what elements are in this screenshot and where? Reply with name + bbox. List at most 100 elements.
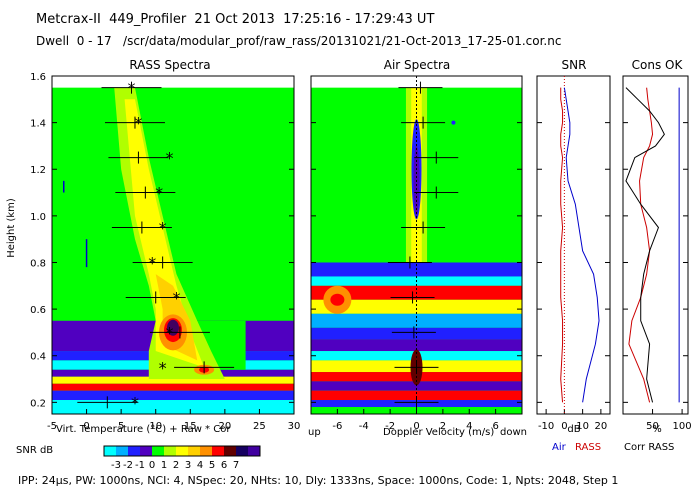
air-side-core bbox=[330, 293, 345, 306]
rass-cor-marker: * bbox=[159, 219, 167, 238]
colorbar-tick-label: 6 bbox=[221, 460, 227, 471]
colorbar-swatch bbox=[152, 446, 164, 456]
rass-x-tick-label: 0 bbox=[83, 421, 89, 432]
legend-air: Air bbox=[552, 442, 567, 453]
rass-frame bbox=[51, 75, 295, 415]
rass-cor-marker: * bbox=[131, 393, 139, 412]
colorbar-tick-label: 0 bbox=[149, 460, 155, 471]
rass-heat-band bbox=[52, 400, 294, 414]
rass-cor-marker: * bbox=[128, 79, 136, 98]
air-heat-band bbox=[311, 381, 522, 391]
rass-cor-marker: * bbox=[148, 253, 156, 272]
y-tick-label: 1.6 bbox=[30, 72, 46, 83]
file-path-line: Dwell 0 - 17 /scr/data/modular_prof/raw_… bbox=[36, 34, 562, 48]
colorbar-frame bbox=[103, 445, 261, 457]
snr-panel-title: SNR bbox=[562, 58, 587, 72]
air-heat-band bbox=[311, 390, 522, 401]
colorbar-swatch bbox=[212, 446, 224, 456]
rass-x-tick-label: 25 bbox=[253, 421, 266, 432]
colorbar-tick-label: 5 bbox=[209, 460, 215, 471]
rass-heat-band bbox=[52, 390, 294, 401]
rass-cor-marker: * bbox=[172, 288, 180, 307]
y-tick-label: 0.2 bbox=[30, 398, 46, 409]
air-x-tick-label: 0 bbox=[413, 421, 419, 432]
footer-parameters: IPP: 24μs, PW: 1000ns, NCI: 4, NSpec: 20… bbox=[18, 474, 619, 487]
colorbar-swatch bbox=[104, 446, 116, 456]
rass-core bbox=[167, 319, 179, 336]
down-label: down bbox=[500, 427, 527, 438]
y-tick-label: 1.0 bbox=[30, 212, 46, 223]
rass-x-tick-label: 20 bbox=[218, 421, 231, 432]
colorbar-swatch bbox=[200, 446, 212, 456]
colorbar-swatch bbox=[224, 446, 236, 456]
colorbar-swatch bbox=[188, 446, 200, 456]
up-label: up bbox=[308, 427, 321, 438]
snr-frame bbox=[536, 75, 611, 415]
legend-corr-rass: Corr RASS bbox=[624, 442, 674, 453]
air-x-tick-label: -4 bbox=[359, 421, 369, 432]
snr-x-tick-label: 20 bbox=[595, 421, 608, 432]
colorbar-tick-label: 4 bbox=[197, 460, 203, 471]
colorbar-swatch bbox=[236, 446, 248, 456]
colorbar-tick-label: -3 bbox=[111, 460, 121, 471]
y-axis-label: Height (km) bbox=[6, 198, 17, 258]
colorbar-tick-label: 2 bbox=[173, 460, 179, 471]
cons-x-tick-label: 100 bbox=[673, 421, 692, 432]
rass-plume bbox=[124, 99, 205, 368]
cons-x-tick-label: 50 bbox=[646, 421, 659, 432]
cons-frame bbox=[622, 75, 689, 415]
rass-cor-marker: * bbox=[159, 358, 167, 377]
cons-series-line bbox=[625, 87, 665, 403]
y-tick-label: 0.4 bbox=[30, 352, 46, 363]
rass-heat-band bbox=[52, 376, 294, 384]
colorbar-swatch bbox=[248, 446, 260, 456]
colorbar-swatch bbox=[176, 446, 188, 456]
rass-heat-band bbox=[52, 383, 294, 391]
rass-cor-marker: * bbox=[166, 323, 174, 342]
air-x-tick-label: 6 bbox=[492, 421, 498, 432]
colorbar-tick-label: -2 bbox=[123, 460, 133, 471]
air-dot bbox=[451, 120, 456, 125]
rass-cor-marker: * bbox=[134, 114, 142, 133]
y-tick-label: 1.4 bbox=[30, 119, 46, 130]
rass-x-axis-label: Virt. Temperature (°C) + Raw * Cor bbox=[56, 424, 231, 435]
y-tick-label: 1.2 bbox=[30, 165, 46, 176]
rass-cor-marker: * bbox=[155, 184, 163, 203]
air-heat-band bbox=[311, 299, 522, 314]
air-panel-title: Air Spectra bbox=[384, 58, 451, 72]
colorbar-tick-label: 3 bbox=[185, 460, 191, 471]
colorbar-tick-label: 1 bbox=[161, 460, 167, 471]
snr-x-axis-label: dB bbox=[567, 424, 580, 435]
air-x-tick-label: -6 bbox=[332, 421, 342, 432]
air-x-axis-label: Doppler Velocity (m/s) bbox=[383, 427, 494, 438]
rass-x-tick-label: 5 bbox=[118, 421, 124, 432]
colorbar-swatch bbox=[164, 446, 176, 456]
rass-cor-marker: * bbox=[166, 149, 174, 168]
snr-x-tick-label: 0 bbox=[561, 421, 567, 432]
chart-title-line: Metcrax-II 449_Profiler 21 Oct 2013 17:2… bbox=[36, 12, 435, 27]
rass-x-tick-label: 15 bbox=[184, 421, 197, 432]
rass-panel-title: RASS Spectra bbox=[129, 58, 210, 72]
snr-series-line bbox=[563, 87, 600, 403]
colorbar-swatch bbox=[128, 446, 140, 456]
rass-x-tick-label: 30 bbox=[288, 421, 301, 432]
air-x-tick-label: 2 bbox=[440, 421, 446, 432]
colorbar-tick-label: 7 bbox=[233, 460, 239, 471]
rass-x-tick-label: -5 bbox=[47, 421, 57, 432]
snr-x-tick-label: -10 bbox=[538, 421, 554, 432]
snr-series-line bbox=[560, 87, 564, 403]
colorbar-swatch bbox=[140, 446, 152, 456]
rass-x-tick-label: 10 bbox=[149, 421, 162, 432]
colorbar-label: SNR dB bbox=[16, 445, 53, 456]
colorbar-swatch bbox=[116, 446, 128, 456]
y-tick-label: 0.8 bbox=[30, 258, 46, 269]
cons-x-axis-label: % bbox=[652, 424, 662, 435]
air-x-tick-label: 4 bbox=[466, 421, 472, 432]
y-tick-label: 0.6 bbox=[30, 305, 46, 316]
air-x-tick-label: -2 bbox=[385, 421, 395, 432]
colorbar-tick-label: -1 bbox=[135, 460, 145, 471]
cons-panel-title: Cons OK bbox=[632, 58, 684, 72]
legend-rass: RASS bbox=[575, 442, 601, 453]
snr-x-tick-label: 10 bbox=[576, 421, 589, 432]
